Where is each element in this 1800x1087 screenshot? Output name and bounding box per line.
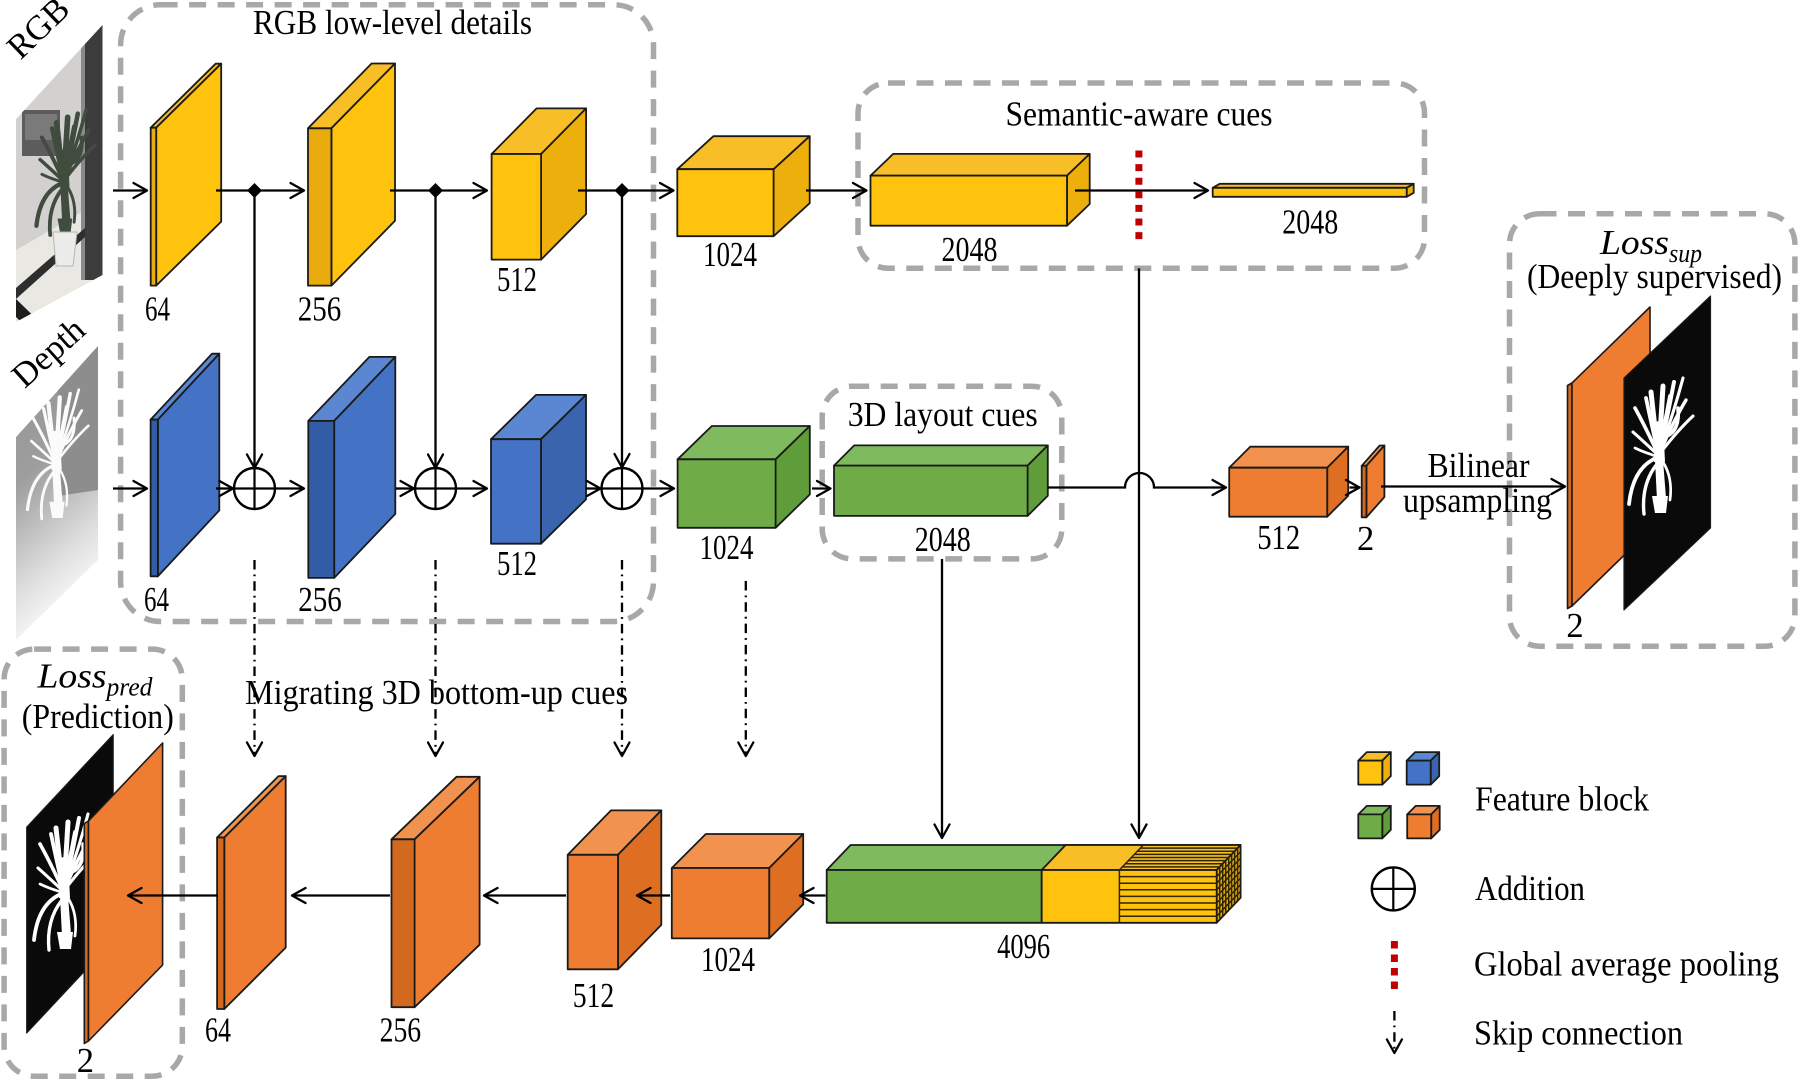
svg-text:sup: sup bbox=[1669, 239, 1702, 268]
svg-text:512: 512 bbox=[1257, 519, 1300, 557]
svg-text:4096: 4096 bbox=[997, 928, 1050, 966]
svg-text:512: 512 bbox=[573, 977, 615, 1015]
svg-text:64: 64 bbox=[144, 581, 169, 619]
svg-text:256: 256 bbox=[298, 290, 342, 328]
svg-text:1024: 1024 bbox=[700, 529, 754, 567]
svg-text:2048: 2048 bbox=[942, 231, 998, 269]
svg-text:Feature block: Feature block bbox=[1475, 781, 1650, 819]
svg-text:1024: 1024 bbox=[703, 236, 757, 274]
svg-text:2: 2 bbox=[1357, 520, 1374, 558]
svg-text:(Deeply supervised): (Deeply supervised) bbox=[1527, 258, 1782, 296]
svg-text:Loss: Loss bbox=[36, 658, 106, 696]
svg-text:512: 512 bbox=[497, 261, 537, 299]
svg-text:3D layout cues: 3D layout cues bbox=[848, 396, 1038, 434]
svg-text:1024: 1024 bbox=[701, 941, 755, 979]
svg-text:256: 256 bbox=[298, 581, 342, 619]
svg-text:512: 512 bbox=[497, 545, 537, 583]
svg-text:Global average pooling: Global average pooling bbox=[1474, 946, 1779, 984]
svg-text:Loss: Loss bbox=[1599, 224, 1669, 262]
svg-text:upsampling: upsampling bbox=[1403, 482, 1552, 520]
svg-text:Bilinear: Bilinear bbox=[1428, 447, 1530, 485]
svg-text:Skip connection: Skip connection bbox=[1474, 1015, 1683, 1053]
svg-text:64: 64 bbox=[205, 1012, 231, 1050]
svg-text:Addition: Addition bbox=[1475, 870, 1585, 908]
svg-text:Semantic-aware cues: Semantic-aware cues bbox=[1006, 95, 1273, 133]
svg-text:pred: pred bbox=[105, 673, 154, 702]
svg-text:RGB low-level details: RGB low-level details bbox=[253, 4, 532, 42]
svg-text:(Prediction): (Prediction) bbox=[22, 698, 174, 736]
svg-text:256: 256 bbox=[380, 1012, 422, 1050]
svg-text:2: 2 bbox=[1566, 607, 1583, 645]
svg-text:2: 2 bbox=[77, 1042, 94, 1080]
svg-text:64: 64 bbox=[145, 290, 170, 328]
svg-text:2048: 2048 bbox=[915, 521, 971, 559]
svg-text:2048: 2048 bbox=[1282, 204, 1338, 242]
svg-text:Migrating 3D bottom-up cues: Migrating 3D bottom-up cues bbox=[245, 674, 628, 712]
